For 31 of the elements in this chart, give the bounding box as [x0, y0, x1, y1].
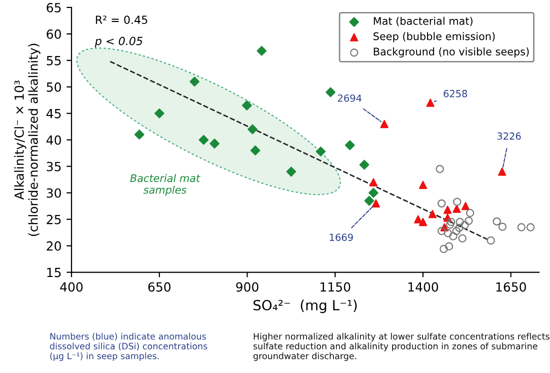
legend-label: Mat (bacterial mat) [374, 16, 472, 26]
text: Numbers (blue) indicate anomalous dissolved silica (DSi) concentrations (µg L⁻¹) in seep samples. [50, 332, 208, 361]
y-tick-label: 35 [46, 162, 61, 172]
x-axis-title: SO₄²⁻ (mg L⁻¹) [254, 300, 357, 314]
x-tick-label: 1150 [320, 282, 350, 292]
x-tick-label: 900 [236, 282, 258, 292]
text: Higher normalized alkalinity at lower sulfate concentrations reflects sulfate reduction and alkalinity production in zones of submarine groundwater discharge. [253, 332, 550, 361]
y-tick-label: 50 [46, 82, 61, 92]
annotation: 3226 [497, 132, 521, 140]
annotation: 6258 [444, 90, 468, 98]
annotation: 2694 [338, 94, 362, 102]
y-tick-label: 20 [46, 241, 61, 251]
y-tick-label: 55 [46, 56, 61, 66]
x-tick-label: 1400 [408, 282, 438, 292]
legend-label: Seep (bubble emission) [374, 32, 495, 42]
x-tick-label: 400 [60, 282, 83, 292]
y-tick-label: 40 [46, 135, 61, 145]
y-tick-label: 25 [46, 214, 61, 224]
annotation: p < 0.05 [94, 36, 142, 48]
legend-label: Background (no visible seeps) [374, 47, 529, 58]
x-tick-label: 1650 [496, 282, 526, 292]
annotation: 1669 [330, 234, 353, 241]
y-tick-label: 65 [46, 2, 61, 12]
x-tick-label: 650 [148, 282, 170, 292]
y-tick-label: 60 [46, 29, 61, 39]
y-axis-title: Alkalinity/Cl⁻ × 10³ (chloride-normalized alkalinity) [14, 44, 40, 236]
y-tick-label: 45 [46, 109, 61, 118]
y-tick-label: 15 [47, 268, 61, 278]
y-tick-label: 30 [46, 188, 61, 198]
annotation: Bacterial mat samples [130, 174, 200, 196]
annotation: R² = 0.45 [96, 16, 148, 24]
